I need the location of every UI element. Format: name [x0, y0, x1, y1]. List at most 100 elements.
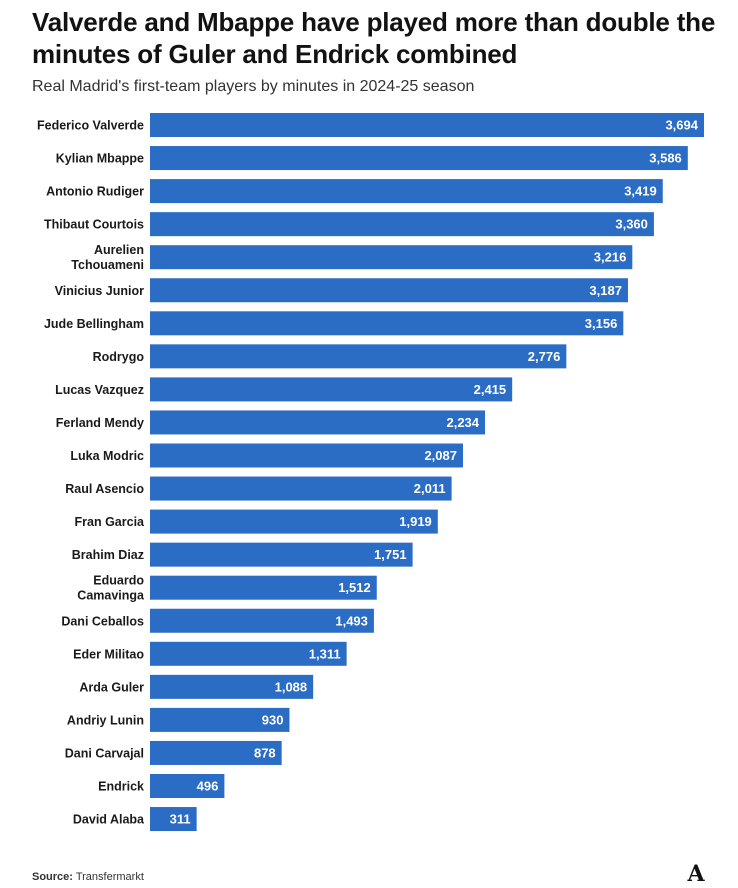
value-label: 3,360	[615, 217, 648, 232]
value-label: 2,415	[474, 382, 507, 397]
category-label: Eder Militao	[73, 647, 144, 661]
category-label: Thibaut Courtois	[44, 218, 144, 232]
category-label-line: Vinicius Junior	[55, 284, 145, 298]
category-label: Dani Carvajal	[65, 746, 144, 760]
bar	[150, 641, 347, 666]
category-label-line: Luka Modric	[70, 449, 144, 463]
bar-group: Arda Guler 1,088	[79, 674, 314, 699]
category-label: Raul Asencio	[65, 482, 144, 496]
value-label: 1,088	[275, 679, 308, 694]
bar-group: Eder Militao 1,311	[73, 641, 347, 666]
category-label: Brahim Diaz	[72, 548, 144, 562]
value-label: 3,694	[665, 118, 698, 133]
category-label: Vinicius Junior	[55, 284, 145, 298]
bar-group: Ferland Mendy 2,234	[56, 410, 486, 435]
category-label-line: Federico Valverde	[37, 119, 144, 133]
category-label-line: Arda Guler	[79, 680, 144, 694]
value-label: 1,751	[374, 547, 407, 562]
chart-title: Valverde and Mbappe have played more tha…	[32, 7, 716, 69]
category-label: Fran Garcia	[75, 515, 146, 529]
bar	[150, 807, 197, 832]
category-label: Antonio Rudiger	[46, 185, 144, 199]
category-label-line: Raul Asencio	[65, 482, 144, 496]
bar-group: Endrick 496	[98, 774, 225, 798]
value-label: 3,187	[589, 283, 622, 298]
bar-group: Rodrygo 2,776	[93, 344, 567, 369]
source-text: Transfermarkt	[75, 871, 144, 883]
category-label-line: David Alaba	[73, 813, 145, 827]
value-label: 1,311	[309, 646, 341, 661]
bar	[150, 443, 463, 468]
bar-chart: Federico Valverde 3,694 Kylian Mbappe 3,586…	[37, 113, 704, 832]
value-label: 2,011	[414, 481, 446, 496]
bar-group: Eduardo Camavinga 1,512	[77, 574, 377, 603]
bar	[150, 278, 628, 303]
category-label-line: Brahim Diaz	[72, 548, 144, 562]
value-label: 2,087	[424, 448, 457, 463]
category-label: Aurelien Tchouameni	[71, 243, 144, 272]
category-label-line: Fran Garcia	[75, 515, 146, 529]
category-label: Endrick	[98, 780, 144, 794]
value-label: 3,216	[594, 250, 627, 265]
category-label: Dani Ceballos	[61, 614, 144, 628]
value-label: 311	[170, 812, 191, 827]
bar	[150, 740, 282, 765]
bar-group: Brahim Diaz 1,751	[72, 542, 413, 567]
value-label: 930	[262, 712, 284, 727]
bar	[150, 476, 452, 501]
category-label: Lucas Vazquez	[55, 383, 144, 397]
value-label: 1,512	[338, 580, 371, 595]
bar	[150, 674, 314, 699]
bar	[150, 179, 663, 204]
bar-group: Dani Carvajal 878	[65, 740, 282, 765]
value-label: 2,776	[528, 349, 561, 364]
category-label: Ferland Mendy	[56, 416, 144, 430]
bar	[150, 774, 225, 798]
category-label: Eduardo Camavinga	[77, 574, 145, 603]
category-label: Arda Guler	[79, 680, 144, 694]
category-label-line: Dani Carvajal	[65, 746, 144, 760]
athletic-logo-icon: A	[686, 862, 705, 884]
bar	[150, 311, 624, 336]
category-label-line: Lucas Vazquez	[55, 383, 144, 397]
value-label: 3,586	[649, 151, 682, 166]
category-label-line: Jude Bellingham	[44, 317, 144, 331]
category-label: David Alaba	[73, 813, 145, 827]
category-label: Andriy Lunin	[67, 713, 144, 727]
value-label: 496	[197, 779, 219, 794]
bar	[150, 575, 377, 600]
logo-glyph: A	[686, 862, 705, 884]
bar-group: Jude Bellingham 3,156	[44, 311, 624, 336]
category-label-line: Andriy Lunin	[67, 713, 144, 727]
bar	[150, 410, 486, 435]
value-label: 878	[254, 745, 276, 760]
bar	[150, 146, 688, 171]
value-label: 3,419	[624, 184, 657, 199]
category-label-line: Dani Ceballos	[61, 614, 144, 628]
bar-group: Lucas Vazquez 2,415	[55, 377, 513, 402]
category-label-line: Eder Militao	[73, 647, 144, 661]
bar	[150, 542, 413, 567]
bar	[150, 113, 704, 137]
value-label: 1,493	[335, 613, 368, 628]
bar-group: Federico Valverde 3,694	[37, 113, 704, 137]
category-label-line: Thibaut Courtois	[44, 218, 144, 232]
category-label-line: Camavinga	[77, 589, 145, 603]
bar-group: Dani Ceballos 1,493	[61, 608, 374, 633]
value-label: 2,234	[446, 415, 479, 430]
category-label-line: Aurelien	[94, 243, 144, 257]
category-label-line: Kylian Mbappe	[56, 152, 144, 166]
bar-group: Vinicius Junior 3,187	[55, 278, 628, 303]
category-label-line: Tchouameni	[71, 258, 144, 272]
source-note: Source: Transfermarkt	[32, 870, 144, 884]
bar-group: Kylian Mbappe 3,586	[56, 146, 688, 171]
bar	[150, 344, 567, 369]
category-label-line: Ferland Mendy	[56, 416, 144, 430]
value-label: 1,919	[399, 514, 432, 529]
category-label: Luka Modric	[70, 449, 144, 463]
bar-group: David Alaba 311	[73, 807, 197, 832]
bar-group: Fran Garcia 1,919	[75, 509, 438, 534]
bar	[150, 212, 654, 237]
bar-group: Raul Asencio 2,011	[65, 476, 452, 501]
category-label: Federico Valverde	[37, 119, 144, 133]
